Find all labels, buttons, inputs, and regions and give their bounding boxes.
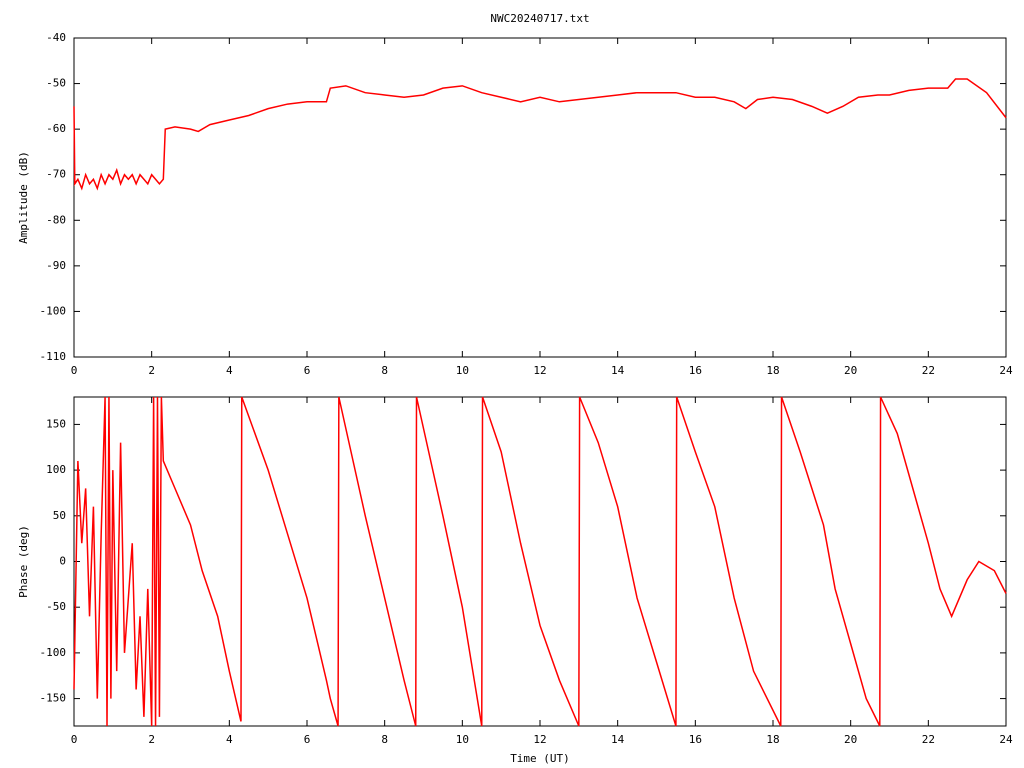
y-tick-label: -100: [40, 646, 67, 659]
x-tick-label: 22: [922, 733, 935, 746]
y-tick-label: -50: [46, 77, 66, 90]
y-tick-label: 50: [53, 509, 66, 522]
x-tick-label: 18: [766, 733, 779, 746]
y-tick-label: -100: [40, 304, 67, 317]
y-tick-label: -60: [46, 122, 66, 135]
x-tick-label: 2: [148, 364, 155, 377]
x-tick-label: 0: [71, 733, 78, 746]
x-tick-label: 10: [456, 364, 469, 377]
x-tick-label: 12: [533, 364, 546, 377]
x-tick-label: 0: [71, 364, 78, 377]
y-axis-title: Amplitude (dB): [17, 151, 30, 244]
x-tick-label: 8: [381, 733, 388, 746]
y-tick-label: 100: [46, 463, 66, 476]
x-tick-label: 16: [689, 733, 702, 746]
y-tick-label: -150: [40, 692, 67, 705]
y-axis-title: Phase (deg): [17, 525, 30, 598]
x-tick-label: 8: [381, 364, 388, 377]
y-tick-label: -70: [46, 168, 66, 181]
y-tick-label: -50: [46, 600, 66, 613]
x-tick-label: 6: [304, 733, 311, 746]
x-tick-label: 10: [456, 733, 469, 746]
y-tick-label: -40: [46, 31, 66, 44]
x-tick-label: 20: [844, 364, 857, 377]
data-line: [73, 396, 1007, 727]
y-tick-label: -80: [46, 213, 66, 226]
x-tick-label: 18: [766, 364, 779, 377]
x-tick-label: 14: [611, 733, 625, 746]
data-line: [73, 78, 1007, 191]
x-tick-label: 24: [999, 364, 1013, 377]
x-tick-label: 20: [844, 733, 857, 746]
x-axis-title: Time (UT): [510, 752, 570, 765]
x-tick-label: 12: [533, 733, 546, 746]
x-tick-label: 22: [922, 364, 935, 377]
y-tick-label: -90: [46, 259, 66, 272]
x-tick-label: 14: [611, 364, 625, 377]
x-tick-label: 4: [226, 364, 233, 377]
x-tick-label: 16: [689, 364, 702, 377]
y-tick-label: 0: [59, 555, 66, 568]
chart-title: NWC20240717.txt: [490, 12, 589, 25]
x-tick-label: 24: [999, 733, 1013, 746]
y-tick-label: 150: [46, 417, 66, 430]
x-tick-label: 6: [304, 364, 311, 377]
y-tick-label: -110: [40, 350, 67, 363]
x-tick-label: 4: [226, 733, 233, 746]
x-tick-label: 2: [148, 733, 155, 746]
